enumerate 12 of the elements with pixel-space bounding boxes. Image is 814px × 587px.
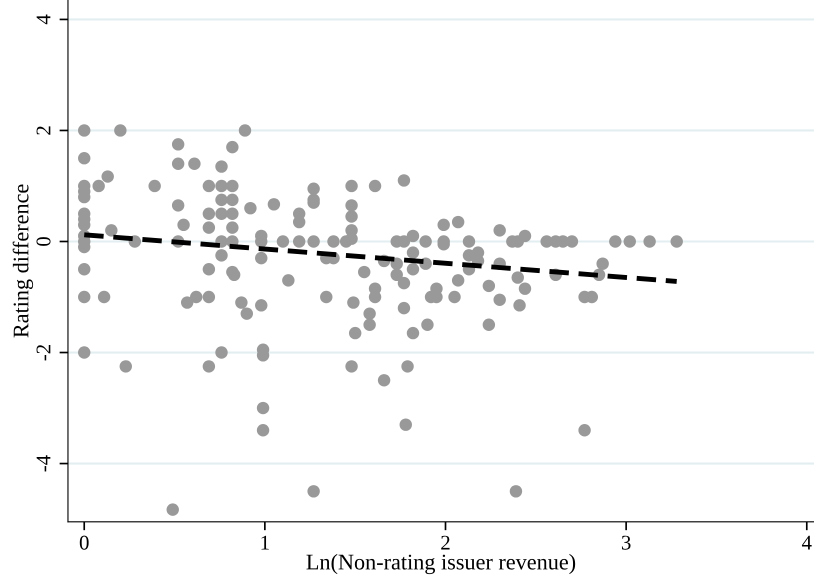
y-tick-label: 2 (36, 126, 50, 135)
x-tick-label: 2 (441, 536, 450, 550)
x-tick-label: 3 (622, 536, 631, 550)
y-axis-title: Rating difference (12, 184, 34, 338)
y-tick-label: 4 (36, 14, 50, 24)
x-tick-label: 1 (261, 536, 269, 550)
y-tick-label: -4 (36, 455, 50, 472)
x-tick-label: 4 (802, 536, 812, 550)
x-axis-title: Ln(Non-rating issuer revenue) (306, 554, 576, 574)
y-tick-label: -2 (36, 344, 50, 360)
y-tick-label: 0 (36, 237, 51, 246)
x-tick-label: 0 (80, 536, 89, 550)
